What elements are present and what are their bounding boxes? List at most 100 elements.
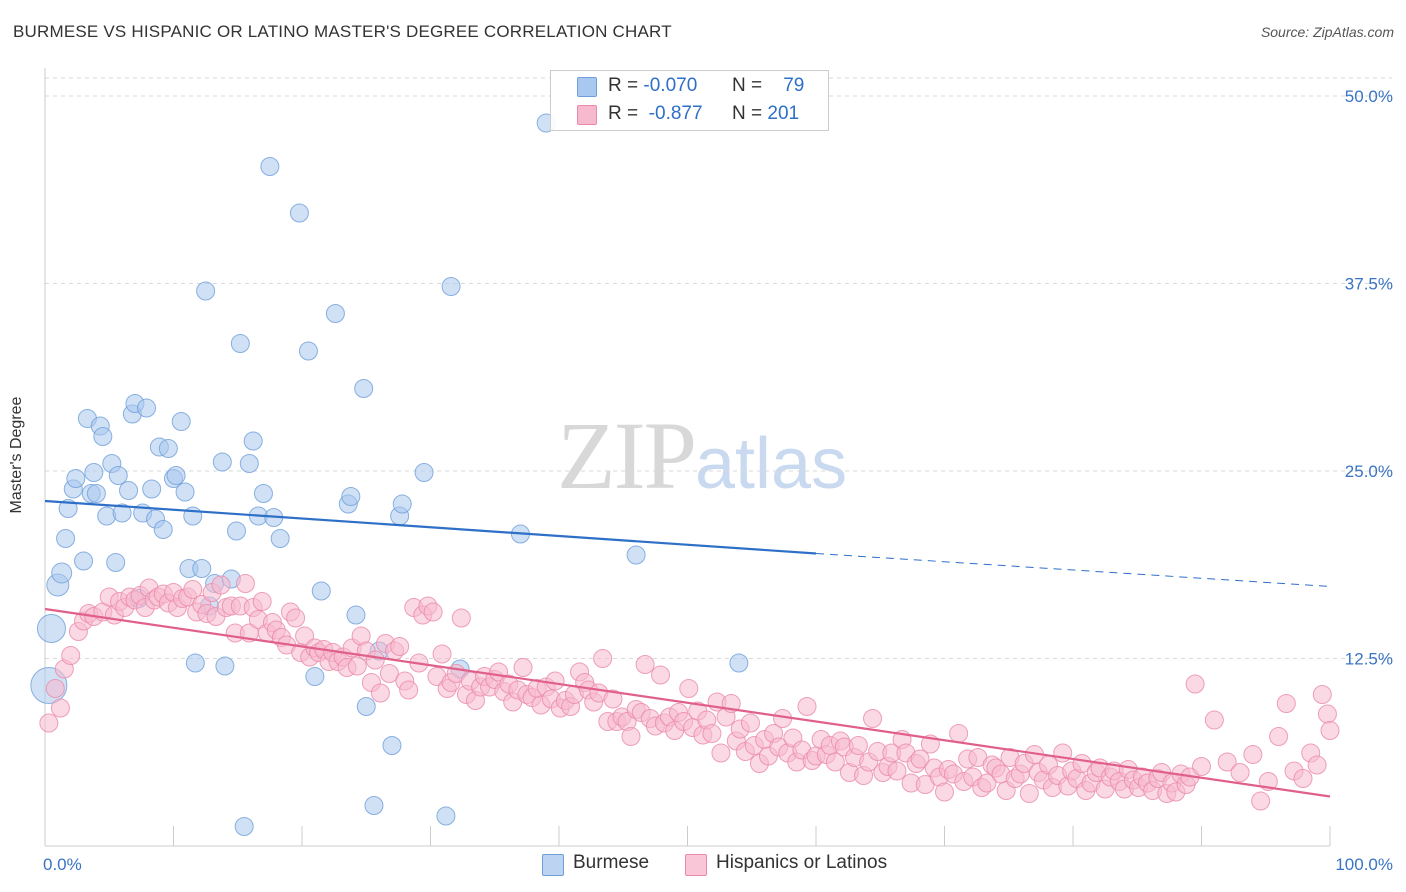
burmese-point xyxy=(325,304,345,323)
hispanic-point xyxy=(603,689,623,709)
burmese-trend-extension xyxy=(815,553,1331,587)
hispanic-point xyxy=(740,713,760,733)
hispanic-point xyxy=(379,664,399,683)
burmese-point xyxy=(298,341,318,361)
hispanic-point xyxy=(621,727,641,746)
burmese-trend-line xyxy=(44,499,817,555)
hispanic-point xyxy=(1251,791,1271,811)
legend-row-burmese: R = -0.070 N = 79 xyxy=(551,73,828,99)
burmese-point xyxy=(305,667,325,686)
hispanic-point xyxy=(1192,757,1211,776)
burmese-point xyxy=(175,482,195,502)
burmese-point xyxy=(51,562,73,584)
hispanic-point xyxy=(1243,745,1263,764)
burmese-point xyxy=(56,529,76,548)
x-tick-label: 0.0% xyxy=(43,855,82,874)
burmese-point xyxy=(142,479,162,499)
legend-row-hispanic: R = -0.877 N = 201 xyxy=(551,101,828,127)
legend-n-value: 79 xyxy=(783,75,805,96)
burmese-point xyxy=(158,439,178,458)
watermark-atlas: atlas xyxy=(695,424,848,504)
burmese-point xyxy=(36,614,66,643)
burmese-point xyxy=(58,499,78,518)
burmese-point xyxy=(346,605,366,625)
hispanic-point xyxy=(370,683,390,703)
legend-r-value: -0.070 xyxy=(643,75,698,96)
hispanic-point xyxy=(1230,763,1250,782)
burmese-point xyxy=(108,466,128,485)
hispanic-point xyxy=(286,608,306,628)
legend-n: N = 79 xyxy=(732,75,804,97)
burmese-point xyxy=(289,203,309,223)
hispanic-point xyxy=(39,713,59,733)
burmese-point xyxy=(171,412,191,431)
hispanic-point xyxy=(825,752,845,772)
hispanic-point xyxy=(949,724,969,743)
hispanic-point xyxy=(1204,710,1224,730)
burmese-point xyxy=(230,334,250,353)
burmese-point xyxy=(97,506,117,526)
hispanic-point xyxy=(399,680,419,700)
correlation-legend: R = -0.070 N = 79 R = -0.877 N = 201 xyxy=(550,70,829,131)
hispanic-point xyxy=(252,592,272,611)
burmese-point xyxy=(354,379,374,398)
hispanic-point xyxy=(797,697,817,716)
hispanic-point xyxy=(1312,685,1332,704)
burmese-point xyxy=(311,581,331,601)
legend-label-hispanic: Hispanics or Latinos xyxy=(716,852,888,873)
burmese-point xyxy=(226,521,246,541)
legend-swatch-burmese xyxy=(542,854,564,876)
burmese-point xyxy=(93,427,113,446)
hispanic-point xyxy=(211,575,231,595)
legend-r-label: R = xyxy=(608,75,639,96)
burmese-point xyxy=(119,481,139,500)
burmese-point xyxy=(382,736,402,755)
legend-n-value: 201 xyxy=(767,103,800,124)
hispanic-point xyxy=(347,656,367,676)
hispanic-point xyxy=(1320,721,1340,740)
hispanic-point xyxy=(1185,674,1205,694)
burmese-point xyxy=(239,454,259,473)
hispanic-point xyxy=(1317,704,1337,724)
burmese-point xyxy=(66,469,86,488)
burmese-point xyxy=(729,653,749,673)
burmese-point xyxy=(84,463,104,482)
hispanic-point xyxy=(1307,755,1327,775)
burmese-point xyxy=(626,545,646,565)
hispanic-point xyxy=(61,646,81,665)
burmese-point xyxy=(215,656,235,676)
hispanic-point xyxy=(423,602,443,622)
hispanic-point xyxy=(679,679,699,698)
hispanic-point xyxy=(1019,784,1039,803)
burmese-point xyxy=(86,484,106,503)
burmese-point xyxy=(392,494,412,514)
burmese-point xyxy=(192,559,212,578)
legend-label-burmese: Burmese xyxy=(573,852,650,873)
hispanic-point xyxy=(1276,694,1296,713)
chart-title: BURMESE VS HISPANIC OR LATINO MASTER'S D… xyxy=(13,22,672,41)
hispanic-point xyxy=(365,650,385,670)
hispanic-point xyxy=(183,580,203,599)
hispanic-point xyxy=(635,655,655,674)
burmese-point xyxy=(153,520,173,539)
legend-n-label: N = xyxy=(732,103,763,124)
hispanic-point xyxy=(545,671,565,691)
watermark-zip: ZIP xyxy=(557,402,697,509)
legend-n-label: N = xyxy=(732,75,763,96)
burmese-point xyxy=(106,553,126,572)
legend-swatch-burmese xyxy=(577,77,597,97)
y-tick-label: 25.0% xyxy=(1345,462,1393,481)
hispanic-point xyxy=(702,724,722,743)
hispanic-point xyxy=(45,679,65,698)
watermark: ZIPatlas xyxy=(557,400,847,511)
legend-r-label: R = xyxy=(608,103,639,124)
hispanic-point xyxy=(1217,752,1237,772)
burmese-point xyxy=(441,277,461,296)
hispanic-point xyxy=(390,637,410,656)
hispanic-point xyxy=(977,773,997,793)
legend-n: N = 201 xyxy=(732,103,799,125)
burmese-point xyxy=(74,551,94,571)
legend-swatch-hispanic xyxy=(577,105,597,125)
hispanic-point xyxy=(451,608,471,628)
